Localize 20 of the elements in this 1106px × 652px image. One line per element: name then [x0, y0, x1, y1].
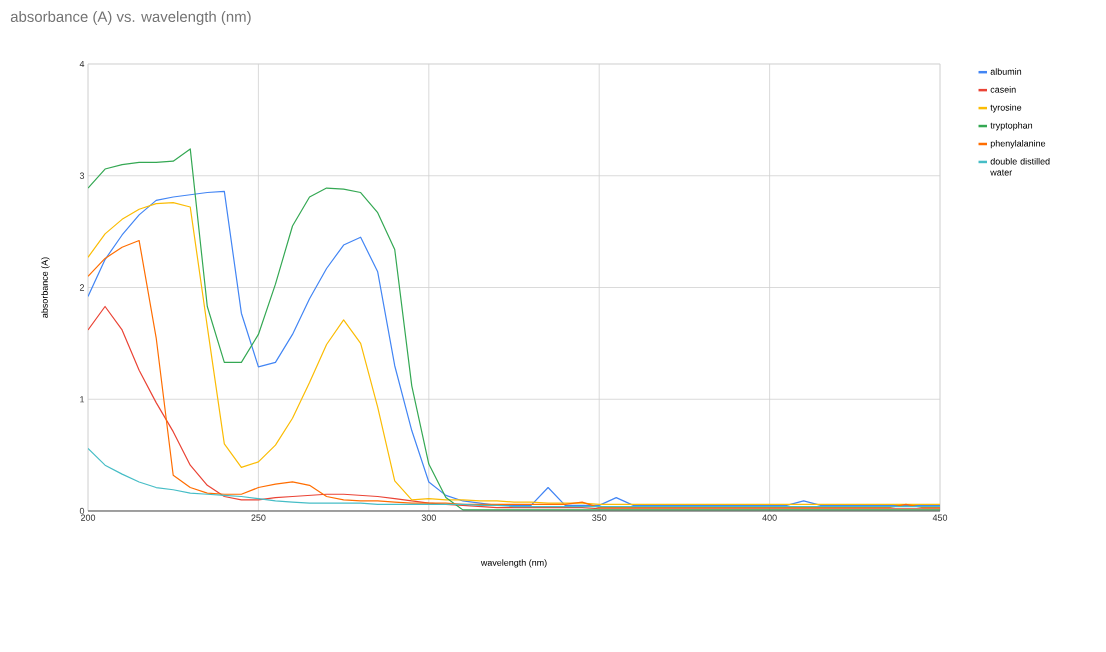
- legend-label: tyrosine: [990, 104, 1022, 113]
- x-tick-label: 350: [592, 514, 607, 521]
- legend-label: casein: [990, 86, 1016, 93]
- x-tick-label: 300: [421, 514, 436, 521]
- legend-label: tryptophan: [990, 122, 1033, 131]
- chart-title: absorbance (A) vs. wavelength (nm): [10, 11, 251, 25]
- y-axis-title: absorbance (A): [41, 257, 50, 318]
- y-tick-label: 3: [79, 172, 85, 179]
- x-tick-label: 200: [80, 514, 96, 521]
- x-axis-title: wavelength (nm): [480, 559, 547, 568]
- legend-label: double distilled water: [990, 157, 1050, 176]
- legend-label: phenylalanine: [990, 140, 1046, 149]
- y-tick-label: 2: [79, 284, 85, 291]
- y-tick-label: 1: [80, 396, 85, 403]
- x-tick-label: 250: [251, 514, 266, 521]
- y-tick-label: 0: [79, 507, 85, 515]
- x-tick-label: 400: [762, 514, 777, 521]
- y-tick-label: 4: [79, 60, 85, 68]
- legend-label: albumin: [990, 68, 1022, 75]
- x-tick-label: 450: [932, 514, 948, 521]
